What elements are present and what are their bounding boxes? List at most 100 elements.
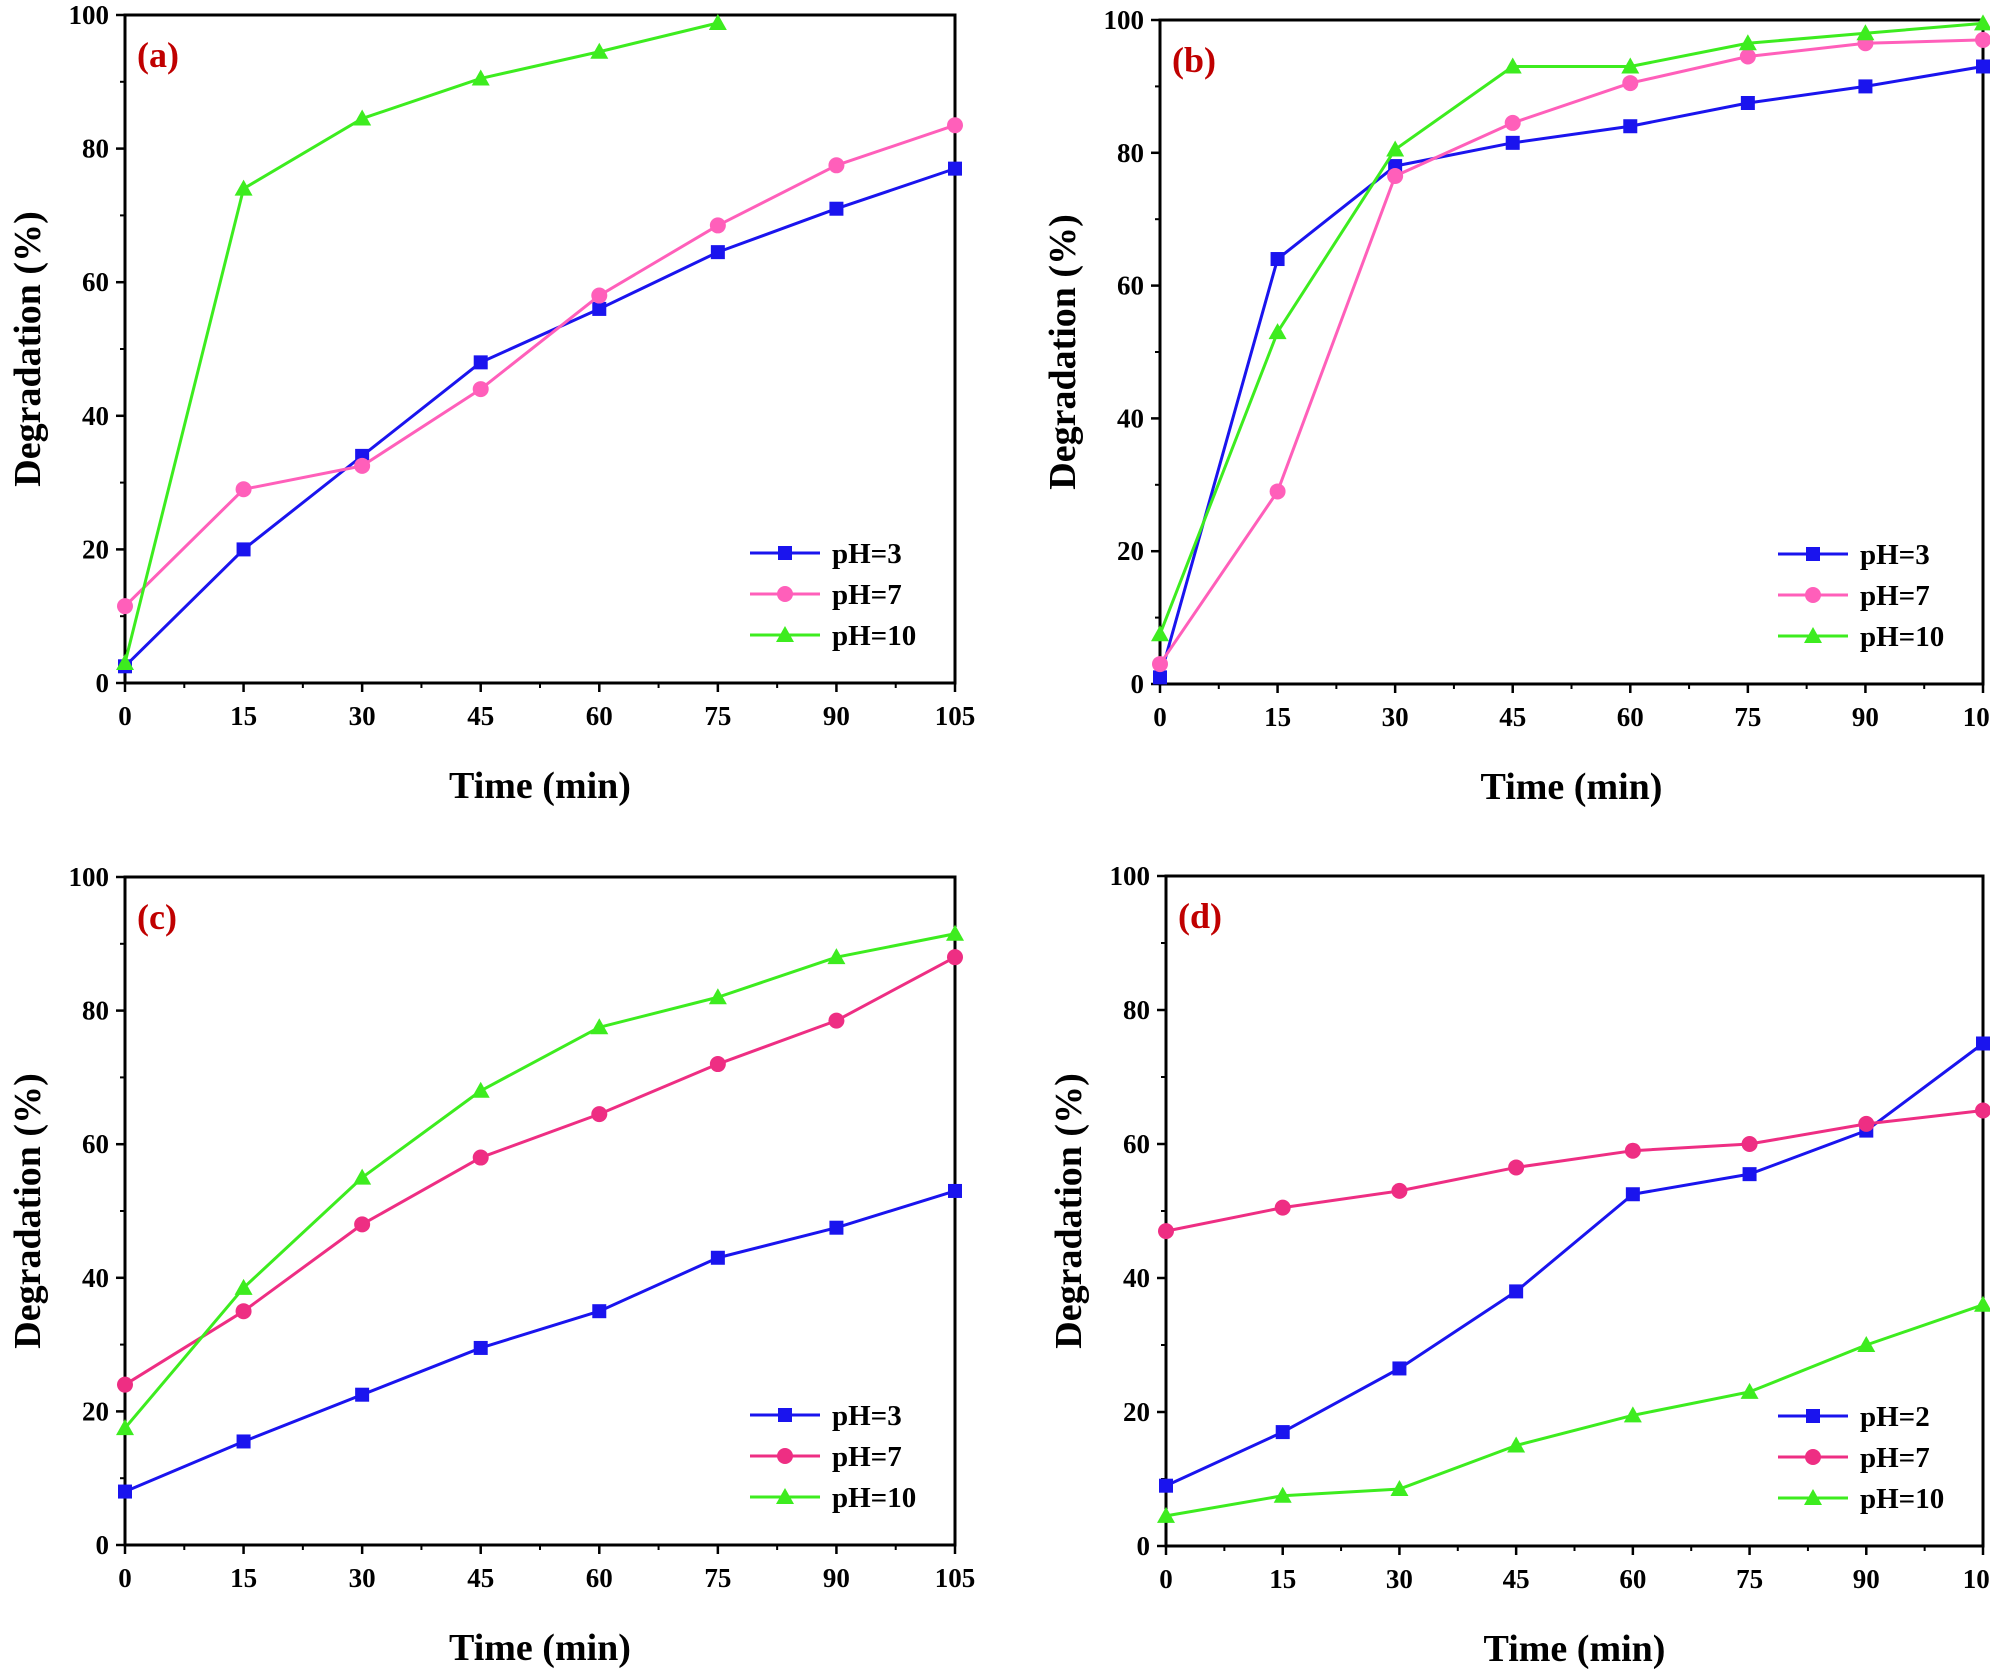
data-point [948,1183,962,1198]
data-point [1738,34,1757,51]
chart-panel-2: 0 15 30 45 60 75 90 105 0 20 40 60 80 100 Time (min) De… [1042,5,1990,808]
data-point [1153,670,1167,685]
x-tick-label: 0 [118,1563,132,1593]
data-point [1505,135,1520,150]
x-tick-label: 15 [1269,1564,1296,1594]
data-point [234,1278,253,1295]
series-line-pH-7 [1158,38,1984,665]
y-tick-label: 60 [1117,271,1144,301]
data-point [947,117,963,134]
legend-item: pH=7 [1778,580,1930,612]
y-tick-label: 40 [82,401,109,431]
data-point [1508,1159,1525,1176]
chart-panel-4: 0 15 30 45 60 75 90 105 0 20 40 60 80 100 Time (min) De… [1048,861,1990,1670]
y-tick-label: 20 [82,1396,109,1426]
x-tick-label: 60 [1617,702,1644,732]
data-point [708,988,727,1005]
data-point [1507,1436,1526,1453]
data-point [1741,1136,1758,1152]
data-point [708,14,727,31]
legend-item: pH=10 [1778,1483,1944,1515]
x-tick-label: 75 [704,1563,731,1593]
legend-marker [1805,587,1821,603]
plot-frame [123,13,957,685]
data-point [1391,1182,1408,1199]
x-tick-label: 0 [1159,1564,1173,1594]
legend-marker [777,586,793,602]
x-tick-label: 75 [1736,1564,1763,1594]
x-tick-label: 15 [1264,702,1291,732]
x-tick-label: 60 [1619,1564,1646,1594]
legend-marker [1806,1409,1820,1423]
panel-label: (d) [1178,896,1222,936]
data-point [1157,1506,1175,1523]
x-tick-label: 30 [1386,1564,1413,1594]
data-point [1857,1336,1876,1352]
chart-panel-1: 0 15 30 45 60 75 90 105 0 20 40 60 80 100 Time (min) De… [7,0,975,807]
x-tick-label: 105 [935,701,976,731]
x-tick-label: 105 [1963,702,1990,732]
x-tick-label: 60 [586,701,613,731]
x-tick-label: 0 [1153,702,1167,732]
y-tick-label: 80 [82,134,109,164]
data-point [1623,119,1638,134]
y-tick-label: 80 [82,996,109,1026]
y-tick-label: 20 [1117,536,1144,566]
series-line-pH-2 [1165,1042,1984,1488]
data-point [591,287,608,304]
y-axis-title: Degradation (%) [1048,1073,1090,1348]
x-tick-label: 30 [1382,702,1409,732]
y-tick-label: 0 [96,668,110,698]
y-tick-label: 100 [69,0,110,30]
x-tick-label: 105 [1963,1564,1990,1594]
legend-label: pH=3 [1860,539,1930,571]
y-tick-label: 0 [1137,1531,1151,1561]
data-point [590,42,609,59]
panel-label: (b) [1172,40,1216,80]
data-point [472,381,489,398]
legend-marker [776,1488,794,1504]
panel-label: (c) [137,897,177,937]
legend-label: pH=7 [1860,580,1930,612]
x-tick-label: 90 [823,1563,850,1593]
data-point [947,949,963,966]
data-point [1152,656,1168,673]
data-point [828,157,845,174]
data-point [1976,59,1990,74]
x-tick-label: 45 [467,701,494,731]
data-point [471,69,490,86]
data-point [1503,57,1522,74]
data-point [1975,1102,1990,1119]
data-point [1275,1425,1290,1440]
data-point [1858,1115,1875,1132]
series-line-pH-3 [1158,65,1984,678]
x-tick-label: 60 [586,1563,613,1593]
y-tick-label: 60 [82,267,109,297]
data-point [710,1250,725,1265]
data-point [1269,483,1286,500]
data-point [1858,79,1873,94]
legend-marker [777,1448,793,1464]
data-point [1976,1036,1990,1051]
x-axis-title: Time (min) [1484,1628,1666,1670]
legend-item: pH=10 [750,1482,916,1514]
data-point [1509,1284,1524,1299]
data-point [1159,1478,1173,1493]
legend-label: pH=2 [1860,1401,1930,1433]
data-point [592,1304,607,1319]
data-point [946,924,964,941]
legend-label: pH=7 [1860,1442,1930,1474]
data-point [709,217,726,234]
legend-marker [1805,1449,1821,1465]
legend-marker [778,1408,792,1422]
series-line-pH-10 [123,21,719,664]
legend-item: pH=3 [750,1400,902,1432]
data-point [353,1168,372,1185]
legend-marker [778,546,792,560]
data-point [1625,1187,1640,1202]
legend-item: pH=10 [750,620,916,652]
data-point [1273,1486,1292,1503]
data-point [116,653,134,670]
y-tick-label: 60 [82,1129,109,1159]
